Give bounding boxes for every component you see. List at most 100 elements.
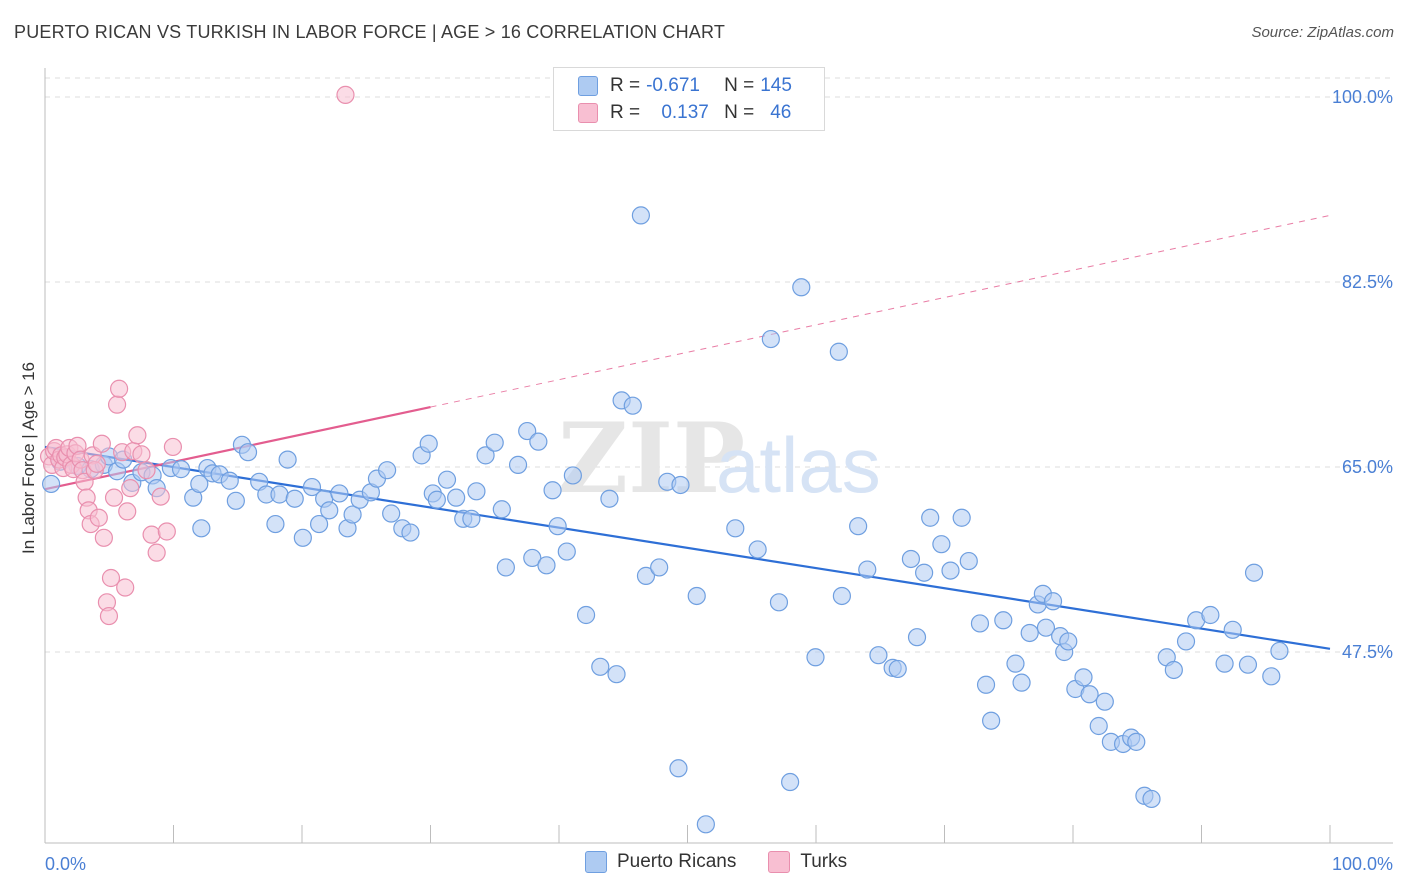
data-point (607, 665, 626, 684)
legend-label-turks: Turks (800, 851, 848, 872)
data-point (278, 450, 297, 469)
data-point (761, 329, 780, 349)
data-point (576, 605, 596, 625)
legend-swatch-turks (578, 103, 598, 123)
data-point (467, 482, 486, 501)
data-point (529, 432, 548, 451)
data-point (101, 568, 121, 588)
stats-legend: R = -0.671 N = 145 R = 0.137 N = 46 (553, 67, 825, 131)
data-point (110, 379, 129, 398)
data-point (636, 566, 656, 585)
data-point (118, 502, 137, 521)
data-point (309, 514, 329, 534)
data-point (94, 528, 113, 547)
data-point (650, 558, 669, 577)
data-point (270, 485, 289, 504)
data-point (104, 488, 124, 507)
data-point (858, 560, 877, 579)
data-point (157, 522, 176, 541)
data-point (952, 508, 971, 527)
data-point (832, 586, 851, 606)
data-point (330, 484, 349, 503)
grid (45, 77, 1393, 653)
data-point (994, 611, 1013, 630)
data-point (121, 479, 140, 498)
data-point (1006, 654, 1025, 673)
data-point (508, 455, 528, 474)
data-point (476, 446, 495, 465)
data-point (907, 628, 927, 647)
data-point (419, 434, 438, 453)
data-point (1127, 732, 1146, 751)
data-point (1089, 716, 1108, 736)
legend-n-value: 46 (770, 102, 792, 123)
data-point (1270, 641, 1289, 661)
data-point (518, 421, 537, 441)
data-point (190, 474, 209, 494)
data-point (1223, 620, 1242, 639)
y-tick-label: 65.0% (1342, 457, 1393, 477)
data-point (600, 489, 619, 508)
legend-item-turks[interactable]: Turks (768, 851, 847, 873)
data-point (976, 675, 996, 694)
data-point (915, 563, 934, 582)
data-point (92, 434, 111, 453)
data-point (1059, 632, 1078, 651)
legend-r-value: -0.671 (646, 75, 700, 96)
data-point (1215, 654, 1234, 673)
data-point (869, 646, 888, 665)
data-point (543, 481, 562, 500)
data-point (147, 543, 166, 562)
data-point (769, 593, 789, 612)
y-tick-label: 47.5% (1342, 642, 1393, 662)
data-point (293, 528, 312, 547)
legend-r-value: 0.137 (661, 102, 709, 123)
legend-row-puerto-ricans: R = -0.671 N = 145 (578, 73, 792, 99)
data-point (901, 549, 921, 569)
data-point (671, 475, 690, 495)
legend-item-puerto-ricans[interactable]: Puerto Ricans (585, 851, 736, 873)
data-point (669, 759, 688, 778)
legend-swatch-puerto-ricans (578, 76, 598, 96)
legend-swatch-turks (768, 851, 791, 873)
data-point (437, 470, 457, 489)
data-point (982, 711, 1001, 730)
data-point (806, 648, 825, 667)
data-point (1164, 660, 1183, 680)
data-point (1238, 655, 1258, 674)
chart-title: PUERTO RICAN VS TURKISH IN LABOR FORCE |… (14, 22, 726, 42)
data-point (1095, 692, 1114, 711)
data-point (238, 443, 258, 462)
data-point (41, 474, 61, 494)
data-point (401, 523, 420, 542)
legend-r-label: R = (610, 75, 641, 96)
series-turks (39, 85, 355, 626)
data-point (343, 505, 362, 524)
x-tick-label: 0.0% (45, 854, 86, 874)
series-legend: Puerto Ricans Turks (585, 851, 879, 873)
data-point (285, 489, 304, 508)
legend-label-puerto-ricans: Puerto Ricans (617, 851, 737, 872)
data-point (447, 488, 466, 507)
data-point (748, 540, 767, 559)
data-point (959, 551, 978, 571)
data-point (849, 517, 868, 536)
trend-line-turks-extension (430, 214, 1331, 408)
data-point (266, 514, 285, 534)
data-point (1142, 789, 1161, 809)
data-point (932, 535, 951, 554)
data-point (557, 542, 576, 561)
data-point (563, 466, 582, 485)
legend-row-turks: R = 0.137 N = 46 (578, 100, 791, 126)
data-point (623, 396, 642, 415)
y-tick-label: 82.5% (1342, 272, 1393, 292)
data-point (888, 659, 907, 679)
data-point (687, 586, 706, 606)
data-point (302, 477, 322, 497)
data-point (1080, 685, 1099, 704)
legend-r-label: R = (610, 102, 641, 123)
data-point (1036, 618, 1056, 637)
data-point (171, 460, 191, 479)
data-point (792, 278, 811, 297)
